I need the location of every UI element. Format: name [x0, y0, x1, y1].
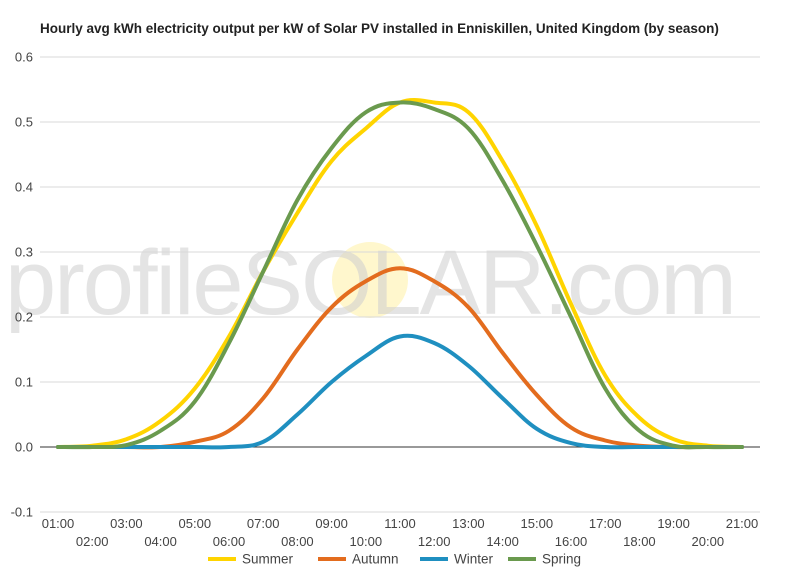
x-tick-label: 04:00	[144, 534, 177, 549]
watermark: profileSOLAR.com	[5, 232, 737, 334]
legend-item-summer[interactable]: Summer	[208, 552, 294, 567]
x-tick-label: 02:00	[76, 534, 109, 549]
legend-label: Autumn	[352, 552, 399, 567]
x-tick-label: 06:00	[213, 534, 246, 549]
y-tick-label: 0.5	[15, 115, 33, 130]
y-tick-label: 0.3	[15, 245, 33, 260]
x-axis-ticks: 01:0002:0003:0004:0005:0006:0007:0008:00…	[42, 516, 759, 549]
x-tick-label: 16:00	[555, 534, 588, 549]
x-tick-label: 05:00	[179, 516, 212, 531]
series-line-winter	[56, 333, 744, 450]
x-tick-label: 07:00	[247, 516, 280, 531]
series-lines	[56, 97, 744, 450]
legend-item-winter[interactable]: Winter	[420, 552, 494, 567]
chart-title: Hourly avg kWh electricity output per kW…	[40, 21, 719, 36]
x-tick-label: 21:00	[726, 516, 759, 531]
legend-item-spring[interactable]: Spring	[508, 552, 581, 567]
y-tick-label: 0.0	[15, 440, 33, 455]
x-tick-label: 13:00	[452, 516, 485, 531]
x-tick-label: 17:00	[589, 516, 622, 531]
y-tick-label: -0.1	[11, 505, 33, 520]
y-tick-label: 0.6	[15, 50, 33, 65]
y-axis-ticks: -0.1 0.0 0.1 0.2 0.3 0.4 0.5 0.6	[11, 50, 33, 520]
x-tick-label: 11:00	[384, 516, 416, 531]
x-tick-label: 19:00	[657, 516, 690, 531]
x-tick-label: 03:00	[110, 516, 143, 531]
y-tick-label: 0.1	[15, 375, 33, 390]
grid	[40, 56, 760, 513]
x-tick-label: 18:00	[623, 534, 656, 549]
legend: Summer Autumn Winter Spring	[208, 552, 581, 567]
legend-label: Spring	[542, 552, 581, 567]
x-tick-label: 15:00	[521, 516, 554, 531]
legend-item-autumn[interactable]: Autumn	[318, 552, 399, 567]
legend-label: Winter	[454, 552, 494, 567]
watermark-text: profileSOLAR.com	[5, 232, 735, 334]
x-tick-label: 10:00	[350, 534, 383, 549]
x-tick-label: 12:00	[418, 534, 451, 549]
x-tick-label: 01:00	[42, 516, 75, 531]
series-line-spring	[56, 100, 744, 450]
x-tick-label: 20:00	[692, 534, 725, 549]
legend-label: Summer	[242, 552, 294, 567]
x-tick-label: 14:00	[486, 534, 519, 549]
x-tick-label: 08:00	[281, 534, 314, 549]
x-tick-label: 09:00	[315, 516, 348, 531]
y-tick-label: 0.4	[15, 180, 33, 195]
y-tick-label: 0.2	[15, 310, 33, 325]
